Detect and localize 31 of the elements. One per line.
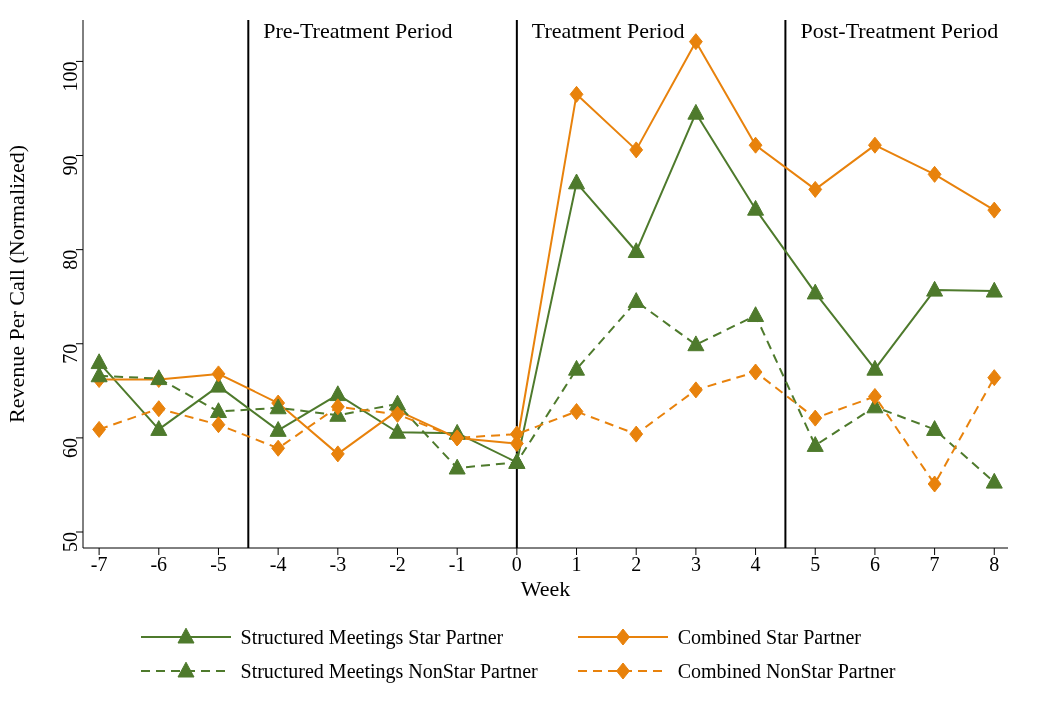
x-tick-label: 1 (571, 553, 582, 576)
y-tick-label: 50 (59, 532, 82, 552)
x-tick-label: 2 (631, 553, 642, 576)
x-tick-label: -7 (90, 553, 108, 576)
y-axis-title: Revenue Per Call (Normalized) (3, 145, 29, 423)
x-tick-label: 5 (810, 553, 821, 576)
x-tick-label: 4 (750, 553, 761, 576)
x-tick-label: -4 (269, 553, 287, 576)
x-tick-label: -6 (150, 553, 168, 576)
x-axis-title: Week (520, 576, 571, 601)
legend-label: Combined NonStar Partner (677, 659, 896, 683)
ref-line-label: Pre-Treatment Period (263, 18, 453, 43)
x-tick-label: -1 (448, 553, 466, 576)
legend-label: Structured Meetings NonStar Partner (240, 659, 538, 683)
x-tick-label: -5 (210, 553, 227, 576)
x-tick-label: -3 (329, 553, 347, 576)
ref-line-label: Post-Treatment Period (800, 18, 999, 43)
x-tick-label: 7 (929, 553, 940, 576)
y-tick-label: 100 (59, 61, 82, 92)
x-tick-label: 8 (989, 553, 1000, 576)
legend-label: Combined Star Partner (677, 625, 862, 649)
x-tick-label: -2 (389, 553, 406, 576)
x-tick-label: 6 (869, 553, 880, 576)
x-tick-label: 3 (690, 553, 701, 576)
y-tick-label: 60 (59, 437, 82, 458)
y-tick-label: 70 (59, 343, 82, 364)
legend-label: Structured Meetings Star Partner (240, 625, 504, 649)
ref-line-label: Treatment Period (531, 18, 685, 43)
y-tick-label: 90 (59, 155, 82, 176)
x-tick-label: 0 (511, 553, 522, 576)
y-tick-label: 80 (59, 249, 82, 270)
